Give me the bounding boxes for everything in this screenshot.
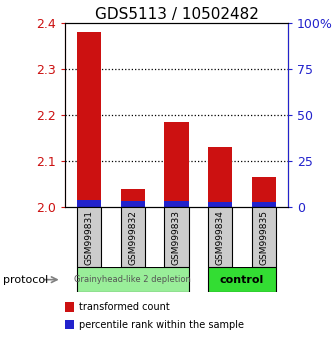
Text: GSM999832: GSM999832	[128, 210, 137, 265]
Bar	[77, 32, 101, 207]
Text: Grainyhead-like 2 depletion: Grainyhead-like 2 depletion	[74, 275, 191, 284]
FancyBboxPatch shape	[252, 207, 276, 267]
Bar	[252, 202, 276, 207]
Text: transformed count: transformed count	[79, 302, 170, 312]
Bar	[165, 122, 188, 207]
Bar	[208, 202, 232, 207]
FancyBboxPatch shape	[165, 207, 188, 267]
Bar	[208, 147, 232, 207]
Bar	[121, 201, 145, 207]
Text: control: control	[220, 275, 264, 285]
Text: GSM999835: GSM999835	[259, 210, 268, 265]
Text: percentile rank within the sample: percentile rank within the sample	[79, 320, 244, 330]
Text: protocol: protocol	[3, 275, 49, 285]
Bar	[121, 189, 145, 207]
Text: GSM999831: GSM999831	[85, 210, 94, 265]
Text: GSM999833: GSM999833	[172, 210, 181, 265]
FancyBboxPatch shape	[208, 207, 232, 267]
Bar	[165, 201, 188, 207]
FancyBboxPatch shape	[77, 207, 101, 267]
FancyBboxPatch shape	[77, 267, 188, 292]
Bar	[77, 200, 101, 207]
Bar	[252, 177, 276, 207]
Title: GDS5113 / 10502482: GDS5113 / 10502482	[95, 7, 258, 22]
FancyBboxPatch shape	[121, 207, 145, 267]
FancyBboxPatch shape	[208, 267, 276, 292]
Text: GSM999834: GSM999834	[216, 210, 225, 265]
